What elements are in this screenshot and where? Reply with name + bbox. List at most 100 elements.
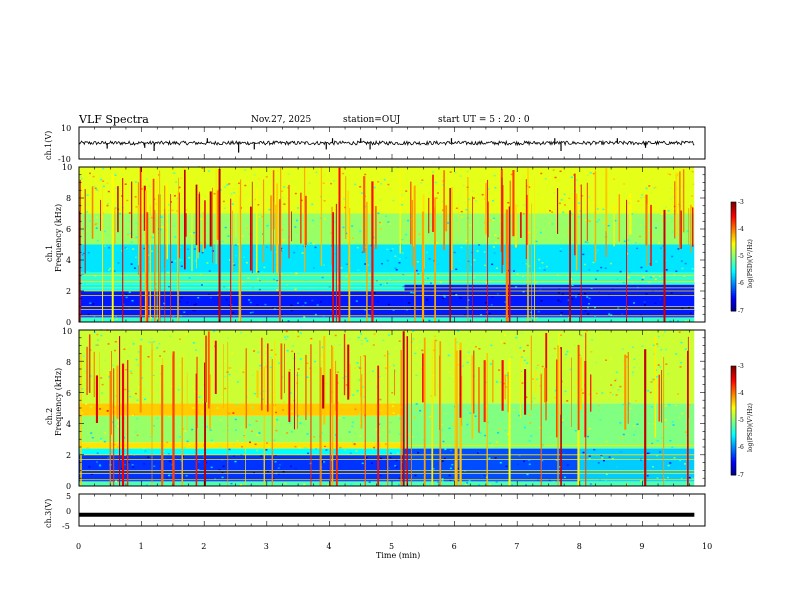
spectrogram-speckle — [463, 201, 466, 204]
spectrogram-speckle — [646, 474, 649, 477]
spectrogram-speckle — [196, 400, 199, 403]
spectrogram-speckle — [499, 176, 502, 179]
spectrogram-speckle — [691, 268, 694, 270]
spectrogram-speckle — [170, 201, 173, 203]
spectrogram-speckle — [497, 237, 500, 240]
spectrogram-speckle — [265, 176, 268, 178]
spectrogram-speckle — [448, 474, 451, 477]
spectrogram-speckle — [459, 175, 462, 177]
spectrogram-speckle — [359, 230, 362, 232]
colorbar-cell — [731, 371, 736, 374]
spectrogram-speckle — [206, 425, 209, 428]
colorbar-cell — [731, 473, 736, 476]
spectrogram-speckle — [178, 364, 181, 367]
spectrogram-speckle — [523, 359, 526, 362]
spectrogram-speckle — [507, 433, 510, 435]
spectrogram-speckle — [377, 212, 380, 215]
colorbar-cell — [731, 460, 736, 463]
spectrogram-speckle — [516, 483, 519, 486]
colorbar-cell — [731, 413, 736, 416]
ch1-ytick-10: 10 — [62, 163, 72, 172]
spectrogram-speckle — [246, 227, 249, 229]
colorbar-cell — [731, 261, 736, 265]
spectrogram-speckle — [284, 338, 287, 341]
spectrogram-speckle — [657, 364, 660, 366]
spectrogram-speckle — [436, 242, 439, 244]
spectrogram-speckle — [489, 219, 492, 221]
spectrogram-speckle — [469, 224, 472, 226]
spectrogram-speckle — [421, 174, 424, 177]
spectrogram-speckle — [345, 232, 348, 235]
spectrogram-speckle — [535, 240, 538, 243]
spectrogram-speckle — [656, 343, 659, 345]
spectrogram-speckle — [278, 362, 281, 364]
colorbar-cell — [731, 272, 736, 276]
spectrogram-speckle — [287, 320, 290, 322]
spectrogram-speckle — [240, 331, 243, 334]
spectrogram-speckle — [366, 340, 369, 342]
spectrogram-speckle — [402, 285, 405, 288]
spectrogram-speckle — [232, 263, 235, 265]
spectrogram-speckle — [214, 478, 217, 480]
spectrogram-speckle — [106, 204, 109, 207]
spectrogram-speckle — [520, 370, 523, 373]
spectrogram-speckle — [657, 335, 660, 338]
spectrogram-speckle — [595, 392, 598, 395]
spectrogram-speckle — [281, 190, 284, 193]
spectrogram-speckle — [117, 262, 120, 264]
spectrogram-speckle — [447, 354, 450, 357]
spectrogram-speckle — [478, 244, 481, 246]
spectrogram-speckle — [330, 291, 333, 293]
spectrogram-speckle — [87, 313, 90, 316]
spectrogram-speckle — [523, 460, 526, 463]
spectrogram-speckle — [631, 213, 634, 215]
spectrogram-speckle — [559, 170, 562, 173]
spectrogram-speckle — [271, 306, 274, 309]
spectrogram-speckle — [268, 389, 271, 392]
spectrogram-speckle — [89, 302, 92, 304]
spectrogram-speckle — [675, 270, 678, 273]
spectrogram-speckle — [339, 446, 342, 449]
spectrogram-speckle — [659, 398, 662, 400]
spectrogram-speckle — [289, 392, 292, 394]
spectrogram-speckle — [535, 281, 538, 284]
spectrogram-speckle — [494, 234, 497, 236]
spectrogram-speckle — [492, 219, 495, 222]
spectrogram-speckle — [367, 313, 370, 316]
spectrogram-speckle — [579, 334, 582, 336]
ch2-spec-channel-label: ch.2 — [45, 408, 54, 425]
spectrogram-speckle — [597, 462, 600, 464]
colorbar-cell — [731, 429, 736, 432]
colorbar-cell — [731, 462, 736, 465]
spectrogram-speckle — [391, 405, 394, 407]
colorbar-cell — [731, 442, 736, 445]
spectrogram-speckle — [568, 197, 571, 200]
spectrogram-speckle — [193, 231, 196, 234]
spectrogram-speckle — [236, 381, 239, 383]
spectrogram-speckle — [640, 190, 643, 193]
spectrogram-speckle — [94, 286, 97, 288]
spectrogram-speckle — [258, 432, 261, 434]
spectrogram-speckle — [383, 178, 386, 181]
colorbar-cell — [731, 231, 736, 234]
spectrogram-speckle — [538, 258, 541, 261]
spectrogram-speckle — [394, 257, 397, 259]
spectrogram-speckle — [300, 199, 303, 202]
spectrogram-speckle — [302, 305, 305, 307]
x-tick-label: 5 — [389, 542, 394, 551]
spectrogram-speckle — [627, 276, 630, 279]
spectrogram-speckle — [674, 172, 677, 175]
spectrogram-speckle — [383, 354, 386, 357]
spectrogram-speckle — [276, 289, 279, 291]
spectrogram-speckle — [589, 483, 592, 485]
spectrogram-speckle — [320, 301, 323, 303]
spectrogram-speckle — [147, 355, 150, 358]
spectrogram-speckle — [657, 375, 660, 378]
spectrogram-speckle — [412, 337, 415, 340]
spectrogram-speckle — [179, 338, 182, 340]
spectrogram-speckle — [180, 177, 183, 180]
spectrogram-speckle — [104, 359, 107, 361]
spectrogram-speckle — [159, 228, 162, 231]
spectrogram-speckle — [634, 414, 637, 417]
spectrogram-speckle — [560, 311, 563, 314]
